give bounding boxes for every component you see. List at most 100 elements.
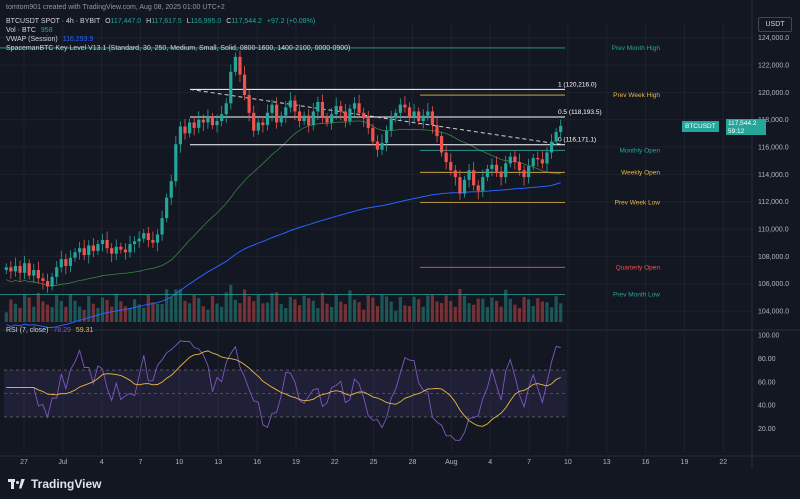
candle-body (128, 244, 132, 253)
time-axis: 27 Jul 4 7 10 13 16 19 22 25 28 Aug 4 7 10 13 16 19 22 (20, 459, 727, 466)
candle-body (187, 122, 192, 134)
candle-body (119, 246, 123, 250)
candle-body (270, 104, 274, 113)
time-tick-label: 10 (564, 459, 572, 466)
volume-bar (155, 304, 160, 322)
candle-body (155, 234, 160, 243)
vwap-legend[interactable]: VWAP (Session) 116,293.9 (6, 35, 93, 44)
candle-body (417, 111, 421, 122)
candle-body (288, 100, 292, 108)
candle-body (348, 108, 352, 122)
rsi-legend[interactable]: RSI (7, close) 78.29 59.31 (6, 326, 93, 335)
volume-bar (284, 308, 288, 322)
symbol-name[interactable]: BTCUSDT SPOT · 4h · BYBIT (6, 18, 101, 25)
candle-body (439, 136, 444, 153)
candle-body (256, 122, 260, 131)
candle-body (114, 246, 118, 254)
candle-body (23, 263, 27, 273)
price-tick-label: 116,000.0 (758, 145, 789, 152)
price-tick-label: 122,000.0 (758, 63, 789, 70)
time-tick-label: 28 (409, 459, 417, 466)
rsi-label: RSI (7, close) (6, 327, 49, 334)
candle-body (472, 170, 476, 186)
candle-body (444, 152, 448, 163)
volume-bar (504, 289, 508, 322)
rsi-line (6, 340, 561, 441)
candle-body (453, 170, 457, 178)
candle-body (32, 270, 36, 276)
key-level-label: Quarterly Open (616, 264, 661, 271)
currency-button[interactable]: USDT (758, 17, 792, 32)
volume-bar (545, 302, 549, 322)
candle-body (96, 244, 100, 251)
volume-bar (114, 293, 118, 322)
candle-body (384, 130, 389, 143)
time-tick-label: 27 (20, 459, 28, 466)
candle-body (68, 257, 73, 266)
vwap-label: VWAP (Session) (6, 36, 58, 43)
volume-legend[interactable]: Vol · BTC 958 (6, 26, 53, 35)
candle-body (197, 119, 201, 128)
volume-bar (137, 304, 141, 322)
candle-body (407, 107, 412, 117)
candle-body (297, 111, 302, 122)
volume-bar (55, 295, 59, 322)
volume-bars (4, 284, 563, 322)
candle-body (476, 185, 480, 191)
volume-bar (316, 308, 320, 322)
volume-bar (27, 297, 31, 322)
brand-name: TradingView (31, 476, 102, 491)
volume-bar (426, 295, 430, 322)
close-value: 117,544.2 (231, 18, 262, 25)
volume-bar (18, 307, 22, 322)
candle-body (311, 111, 315, 126)
volume-bar (320, 292, 325, 322)
volume-bar (458, 289, 462, 322)
volume-bar (206, 309, 210, 322)
key-level-legend[interactable]: SpacemanBTC Key Level V13.1 (Standard, 3… (6, 45, 351, 52)
volume-bar (50, 307, 54, 322)
volume-bar (485, 307, 490, 322)
volume-bar (151, 302, 155, 322)
price-axis: 124,000.0 122,000.0 120,000.0 118,000.0 116,… (758, 35, 789, 433)
time-tick-label: 16 (642, 459, 650, 466)
volume-bar (183, 300, 187, 322)
volume-bar (531, 306, 535, 322)
candle-body (252, 112, 256, 131)
candles (4, 50, 563, 293)
time-tick-label: Aug (445, 459, 458, 466)
price-tick-label: 124,000.0 (758, 35, 789, 42)
volume-bar (224, 292, 228, 322)
candle-body (233, 56, 237, 72)
candle-body (449, 162, 453, 171)
tradingview-logo[interactable]: TradingView (8, 477, 101, 491)
volume-bar (105, 300, 109, 322)
volume-bar (91, 303, 95, 322)
symbol-ohlc-line: BTCUSDT SPOT · 4h · BYBIT O117,447.0 H11… (6, 17, 315, 26)
volume-bar (536, 298, 540, 322)
candle-body (275, 104, 279, 123)
candle-body (504, 163, 508, 178)
volume-bar (128, 308, 132, 322)
candle-body (265, 112, 270, 126)
rsi-pane (4, 340, 567, 441)
candle-body (220, 114, 224, 122)
time-tick-label: 19 (292, 459, 300, 466)
candle-body (206, 116, 210, 123)
time-tick-label: 22 (719, 459, 727, 466)
volume-bar (178, 289, 183, 322)
volume-bar (197, 298, 201, 322)
rsi-tick-label: 80.00 (758, 356, 776, 363)
volume-bar (311, 300, 315, 322)
volume-bar (481, 298, 485, 322)
volume-bar (165, 289, 169, 322)
candle-body (357, 103, 361, 113)
volume-bar (527, 299, 531, 322)
price-tick-label: 114,000.0 (758, 172, 789, 179)
volume-bar (110, 306, 114, 322)
volume-bar (293, 299, 297, 322)
rsi-ma-line (6, 350, 561, 427)
candle-body (210, 116, 215, 126)
volume-label: Vol · BTC (6, 27, 36, 34)
volume-bar (343, 304, 347, 322)
